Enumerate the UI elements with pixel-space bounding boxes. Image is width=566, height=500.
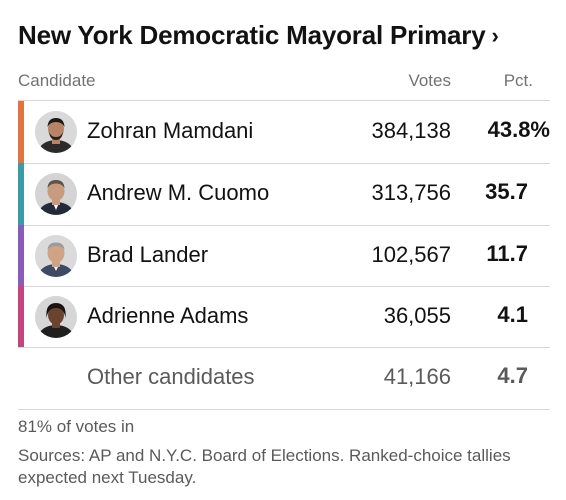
- person-icon: [35, 111, 77, 153]
- avatar: [35, 296, 77, 338]
- divider: [18, 100, 550, 101]
- candidate-name: Andrew M. Cuomo: [87, 180, 270, 205]
- other-votes: 41,166: [383, 364, 451, 389]
- table-row: Adrienne Adams 36,055 4.1: [18, 286, 550, 348]
- divider: [18, 225, 550, 226]
- divider: [18, 347, 550, 348]
- table-row: Andrew M. Cuomo 313,756 35.7: [18, 163, 550, 225]
- column-header-votes: Votes: [408, 71, 451, 90]
- candidate-pct: 11.7: [486, 241, 528, 266]
- reporting-status: 81% of votes in: [18, 417, 135, 436]
- candidate-votes: 102,567: [371, 242, 451, 267]
- divider: [18, 286, 550, 287]
- candidate-votes: 384,138: [371, 118, 451, 143]
- candidate-pct: 35.7: [485, 179, 528, 204]
- table-row-other: Other candidates 41,166 4.7: [18, 347, 550, 409]
- person-icon: [35, 235, 77, 277]
- candidate-pct: 4.1: [497, 302, 528, 327]
- person-icon: [35, 296, 77, 338]
- avatar: [35, 235, 77, 277]
- title-text: New York Democratic Mayoral Primary: [18, 20, 486, 50]
- candidate-color-bar: [18, 225, 24, 287]
- table-row: Brad Lander 102,567 11.7: [18, 225, 550, 287]
- candidate-votes: 36,055: [383, 303, 451, 328]
- candidate-name: Zohran Mamdani: [87, 118, 254, 143]
- candidate-votes: 313,756: [371, 180, 451, 205]
- other-pct: 4.7: [497, 363, 528, 388]
- other-candidates-label: Other candidates: [87, 364, 255, 389]
- table-row: Zohran Mamdani 384,138 43.8%: [18, 101, 550, 163]
- chevron-right-icon: ›: [491, 23, 499, 48]
- column-header-candidate: Candidate: [18, 71, 96, 90]
- divider: [18, 409, 550, 410]
- column-header-pct: Pct.: [503, 71, 533, 90]
- candidate-color-bar: [18, 163, 24, 225]
- source-note: Sources: AP and N.Y.C. Board of Election…: [18, 446, 511, 487]
- candidate-name: Brad Lander: [87, 242, 209, 267]
- candidate-color-bar: [18, 286, 24, 348]
- divider: [18, 163, 550, 164]
- page-title[interactable]: New York Democratic Mayoral Primary ›: [18, 20, 499, 51]
- avatar: [35, 173, 77, 215]
- candidate-name: Adrienne Adams: [87, 303, 249, 328]
- candidate-pct: 43.8%: [487, 117, 550, 142]
- person-icon: [35, 173, 77, 215]
- candidate-color-bar: [18, 101, 24, 163]
- avatar: [35, 111, 77, 153]
